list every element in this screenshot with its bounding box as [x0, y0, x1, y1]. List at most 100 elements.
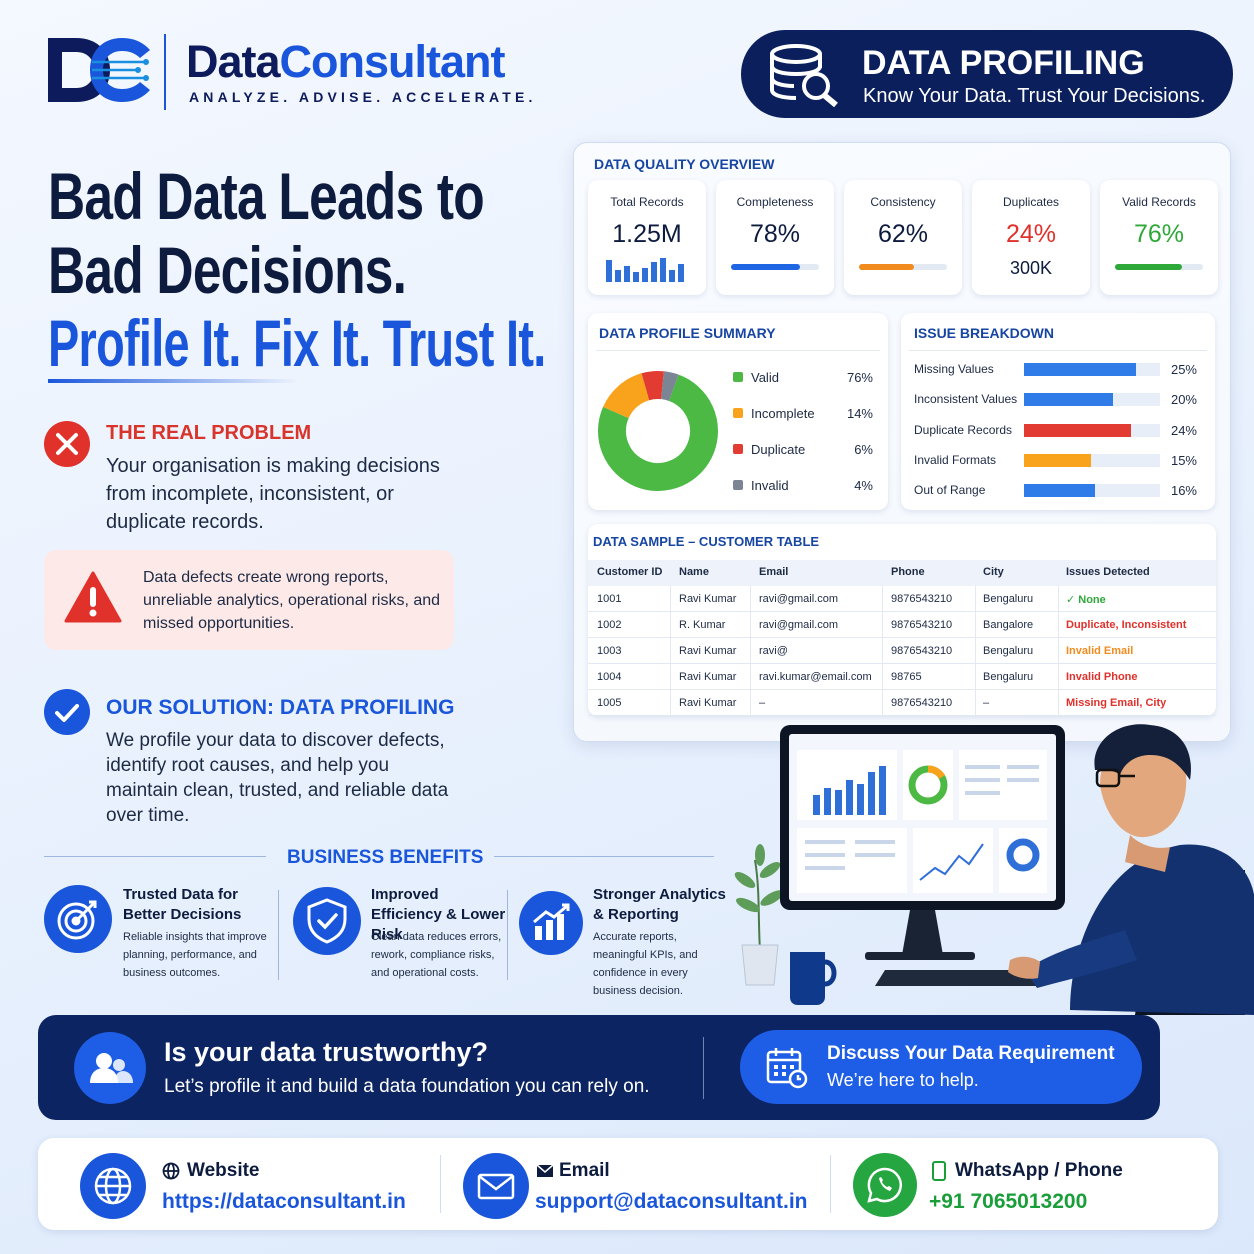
contact-icon: [80, 1153, 146, 1219]
donut-segment: [598, 374, 718, 491]
tagline: ANALYZE. ADVISE. ACCELERATE.: [189, 89, 537, 105]
table-cell: Invalid Phone: [1066, 671, 1138, 683]
cta-title: Is your data trustworthy?: [164, 1037, 489, 1067]
contact-icon: [853, 1153, 917, 1217]
table-cell: ravi@gmail.com: [759, 593, 839, 605]
table-cell: 1001: [597, 593, 622, 605]
table-rule: [588, 663, 1216, 664]
benefit-text: Accurate reports, meaningful KPIs, and c…: [593, 931, 698, 997]
table-cell: 9876543210: [891, 645, 953, 657]
benefits-title: BUSINESS BENEFITS: [287, 847, 484, 868]
kpi-label: Total Records: [610, 195, 684, 209]
table-cell: Bengaluru: [983, 593, 1034, 605]
table-cell: 9876543210: [891, 619, 953, 631]
globe-icon: [162, 1162, 180, 1180]
issue-bar: [1024, 423, 1132, 437]
table-header: Email: [759, 566, 789, 578]
legend-label: Incomplete: [751, 406, 815, 421]
contact-icon: [463, 1153, 529, 1219]
divider: [909, 350, 1207, 351]
contact-link[interactable]: https://dataconsultant.in: [162, 1190, 406, 1213]
solution-icon: [44, 689, 90, 735]
issue-value: 25%: [1170, 362, 1197, 377]
kpi-value: 1.25M: [612, 220, 682, 248]
kpi-value: 62%: [877, 220, 929, 248]
mail-icon: [536, 1164, 554, 1177]
issue-label: Out of Range: [914, 483, 986, 498]
table-cell: 98765: [891, 671, 922, 683]
brand: DataConsultant: [186, 36, 506, 88]
legend-value: 4%: [854, 478, 873, 493]
hero-line: Bad Decisions.: [48, 233, 407, 307]
table-rule: [588, 637, 1216, 638]
table-cell: 9876543210: [891, 697, 953, 709]
kpi-label: Valid Records: [1122, 195, 1196, 209]
cta-button-title[interactable]: Discuss Your Data Requirement: [827, 1043, 1115, 1064]
donut-segment: [660, 371, 679, 402]
kpi-value: 76%: [1133, 220, 1185, 248]
cta-button[interactable]: [740, 1030, 1142, 1104]
issue-label: Missing Values: [914, 362, 994, 376]
kpi-bar: [859, 264, 914, 270]
table-cell: Duplicate, Inconsistent: [1066, 619, 1187, 631]
benefit-text: Reliable insights that improve planning,…: [123, 931, 267, 979]
kpi-card: [716, 180, 834, 295]
hero-line: Bad Data Leads to: [48, 159, 485, 233]
table-header: Phone: [891, 566, 925, 578]
kpi-bar: [731, 264, 800, 270]
table-cell: ravi@gmail.com: [759, 619, 839, 631]
issue-bar: [1024, 393, 1114, 407]
table-rule: [588, 689, 1216, 690]
issue-value: 15%: [1170, 452, 1197, 468]
table-rule: [588, 715, 1216, 716]
hero-underline: [48, 379, 298, 383]
legend-label: Valid: [751, 370, 779, 385]
table-cell: –: [983, 697, 990, 709]
hero-line: Profile It. Fix It. Trust It.: [48, 306, 546, 380]
donut-segment: [603, 373, 650, 419]
table-col-rule: [1058, 586, 1059, 716]
issue-bar: [1024, 484, 1096, 498]
divider: [703, 1037, 704, 1099]
table-cell: Ravi Kumar: [679, 593, 737, 605]
table-cell: 1005: [597, 697, 622, 709]
badge-subtitle: Know Your Data. Trust Your Decisions.: [863, 85, 1206, 107]
legend-label: Invalid: [751, 478, 789, 493]
legend-swatch: [733, 444, 743, 454]
phone-icon: [932, 1161, 946, 1181]
section-title: DATA PROFILE SUMMARY: [599, 325, 776, 341]
contact-link[interactable]: +91 7065013200: [929, 1190, 1088, 1213]
cta-text: Let’s profile it and build a data founda…: [164, 1076, 650, 1097]
table-cell: 1002: [597, 619, 622, 631]
contact-label: WhatsApp / Phone: [955, 1160, 1123, 1181]
table-cell: ravi@: [759, 645, 788, 657]
benefit-icon: [293, 887, 361, 955]
kpi-label: Completeness: [736, 195, 814, 209]
kpi-sub: 300K: [1009, 258, 1053, 278]
divider: [278, 890, 279, 980]
kpi-value: 24%: [1005, 220, 1057, 248]
benefit-title: Stronger Analytics & Reporting: [593, 886, 726, 923]
badge-icon: [770, 44, 838, 108]
table-header: Issues Detected: [1066, 566, 1150, 578]
cta-icon: [74, 1032, 146, 1104]
logo-mark: [48, 38, 150, 102]
contact-link[interactable]: support@dataconsultant.in: [535, 1190, 808, 1213]
legend-value: 76%: [846, 370, 873, 385]
logo-divider: [164, 34, 166, 110]
legend-swatch: [733, 372, 743, 382]
table-cell: R. Kumar: [679, 619, 726, 631]
table-cell: ✓ None: [1066, 594, 1106, 606]
table-cell: Bengaluru: [983, 671, 1034, 683]
table-header-bg: [588, 560, 1216, 586]
benefit-title: Trusted Data for Better Decisions: [123, 886, 242, 923]
issue-value: 20%: [1170, 392, 1197, 408]
cta-button-text[interactable]: We’re here to help.: [827, 1070, 979, 1090]
section-title: DATA SAMPLE – CUSTOMER TABLE: [593, 534, 820, 549]
kpi-card: [972, 180, 1090, 295]
issue-label: Duplicate Records: [914, 422, 1013, 437]
donut: [598, 371, 718, 491]
table-header: City: [983, 566, 1004, 578]
brand-part: Data: [186, 36, 281, 87]
